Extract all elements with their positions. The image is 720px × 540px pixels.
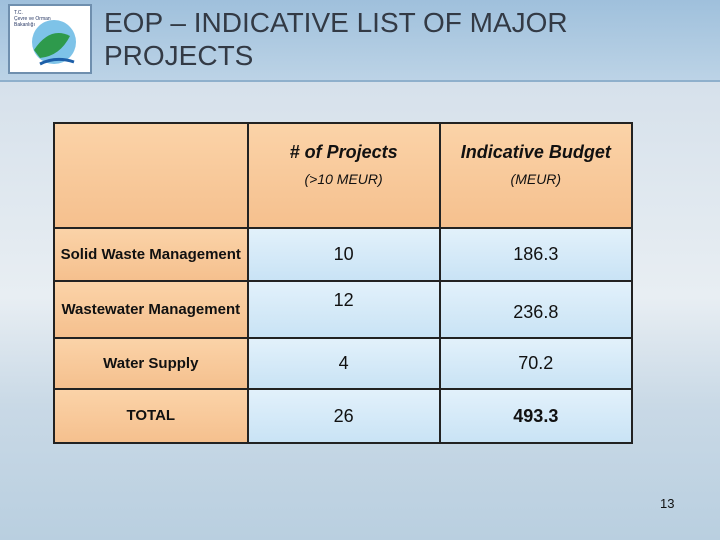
table-row: Wastewater Management 12 236.8: [53, 280, 634, 339]
title-bar: T.C. Çevre ve Orman Bakanlığı EOP – INDI…: [0, 0, 720, 82]
row-label: Water Supply: [53, 337, 249, 390]
header-cell: [53, 122, 249, 229]
column-subtitle: (>10 MEUR): [304, 171, 383, 187]
table-row: Water Supply 4 70.2: [53, 337, 634, 390]
cell: 493.3: [438, 388, 634, 444]
logo-text: Çevre ve Orman: [14, 16, 51, 22]
column-subtitle: (MEUR): [510, 171, 562, 187]
logo-text: T.C.: [14, 10, 23, 16]
row-label: Wastewater Management: [53, 280, 249, 339]
column-title: Indicative Budget: [460, 142, 611, 162]
row-label: TOTAL: [53, 388, 249, 444]
column-title: # of Projects: [289, 142, 398, 162]
logo: T.C. Çevre ve Orman Bakanlığı: [8, 4, 92, 74]
header-cell: Indicative Budget (MEUR): [438, 122, 634, 229]
cell: 70.2: [438, 337, 634, 390]
logo-graphic: [32, 20, 76, 66]
cell: 236.8: [438, 280, 634, 339]
cell: 26: [246, 388, 441, 444]
page-number: 13: [660, 496, 675, 511]
row-label: Solid Waste Management: [53, 227, 249, 282]
cell: 4: [246, 337, 441, 390]
logo-text: Bakanlığı: [14, 22, 35, 28]
projects-table: # of Projects (>10 MEUR) Indicative Budg…: [53, 122, 634, 444]
header-cell: # of Projects (>10 MEUR): [246, 122, 441, 229]
header-row: # of Projects (>10 MEUR) Indicative Budg…: [53, 122, 634, 229]
cell: 10: [246, 227, 441, 282]
cell: 12: [246, 280, 441, 339]
table-row: TOTAL 26 493.3: [53, 388, 634, 444]
table-row: Solid Waste Management 10 186.3: [53, 227, 634, 282]
slide-title: EOP – INDICATIVE LIST OF MAJOR PROJECTS: [104, 7, 568, 71]
cell: 186.3: [438, 227, 634, 282]
